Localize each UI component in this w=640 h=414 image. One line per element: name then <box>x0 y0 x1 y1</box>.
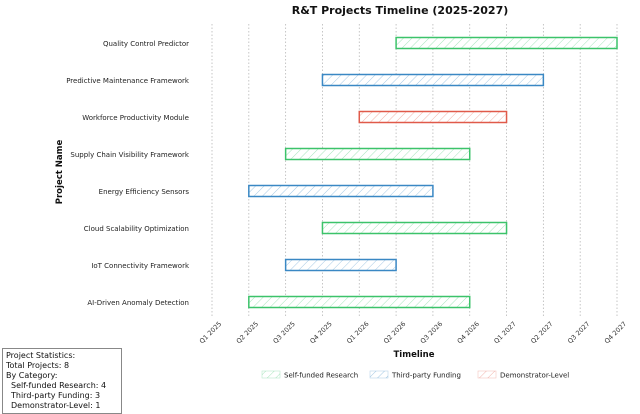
x-tick-label: Q4 2025 <box>308 320 333 345</box>
y-tick-label: IoT Connectivity Framework <box>91 262 190 270</box>
y-tick-label: Quality Control Predictor <box>103 40 189 48</box>
legend: Self-funded Research Third-party Funding D… <box>261 370 569 380</box>
x-tick-label: Q2 2025 <box>235 320 260 345</box>
stats-total: Total Projects: 8 <box>6 361 70 370</box>
x-tick-label: Q1 2026 <box>345 320 370 345</box>
legend-label: Self-funded Research <box>284 372 358 380</box>
x-tick-label: Q2 2026 <box>382 320 407 345</box>
x-tick-label: Q2 2027 <box>529 320 554 345</box>
legend-swatch <box>261 370 281 379</box>
y-axis-label: Project Name <box>55 140 65 205</box>
legend-label: Third-party Funding <box>391 372 461 380</box>
project-statistics-box: Project Statistics: Total Projects: 8 By… <box>2 348 122 414</box>
project-bar <box>395 36 618 50</box>
y-tick-label: Supply Chain Visibility Framework <box>70 151 190 159</box>
y-tick-label: AI-Driven Anomaly Detection <box>87 299 189 307</box>
project-bar <box>284 258 397 272</box>
x-tick-label: Q1 2025 <box>198 320 223 345</box>
gantt-chart: R&T Projects Timeline (2025-2027) Qualit… <box>55 4 628 380</box>
project-bar <box>321 221 508 235</box>
chart-title: R&T Projects Timeline (2025-2027) <box>292 4 509 17</box>
x-tick-label: Q3 2026 <box>419 320 444 345</box>
stats-heading: Project Statistics: <box>6 351 76 360</box>
x-tick-label: Q1 2027 <box>492 320 517 345</box>
stats-self-funded: Self-funded Research: 4 <box>11 381 107 390</box>
legend-label: Demonstrator-Level <box>500 372 569 380</box>
x-tick-label: Q3 2025 <box>272 320 297 345</box>
legend-swatch <box>477 370 497 379</box>
legend-swatch <box>369 370 389 379</box>
x-tick-label: Q4 2026 <box>456 320 481 345</box>
stats-by-category: By Category: <box>6 371 58 380</box>
x-axis-label: Timeline <box>394 350 435 360</box>
project-bar <box>358 110 508 124</box>
y-tick-label: Predictive Maintenance Framework <box>66 77 190 85</box>
project-bar <box>284 147 471 161</box>
stats-third-party: Third-party Funding: 3 <box>11 391 101 400</box>
project-bar <box>248 184 434 198</box>
x-tick-label: Q4 2027 <box>603 320 628 345</box>
y-tick-label: Workforce Productivity Module <box>82 114 189 122</box>
project-bar <box>321 73 545 87</box>
y-tick-label: Energy Efficiency Sensors <box>99 188 190 196</box>
x-tick-label: Q3 2027 <box>566 320 591 345</box>
project-bar <box>248 295 471 309</box>
y-tick-label: Cloud Scalability Optimization <box>84 225 189 233</box>
